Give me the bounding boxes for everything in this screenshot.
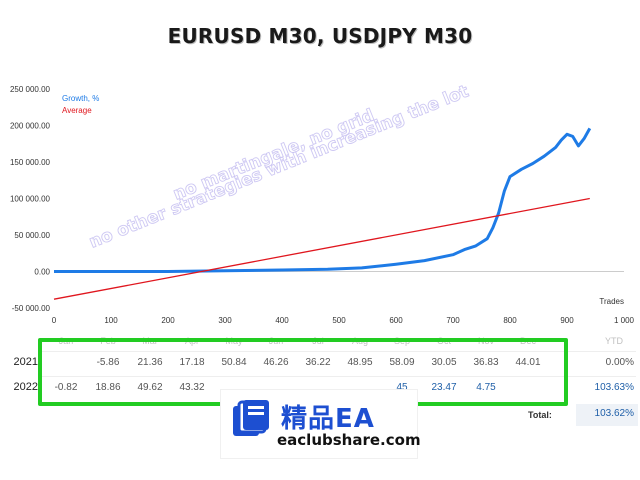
month-value-cell: 23.47 [431,382,457,393]
month-value-cell: 18.86 [95,382,121,393]
chart-series [53,127,592,300]
x-axis-label: Trades [599,297,624,306]
y-tick-label: 200 000.00 [10,122,51,131]
chart-axes: 250 000.00 200 000.00 150 000.00 100 000.00… [10,85,635,325]
chart-title: EURUSD M30, USDJPY M30 [167,24,473,48]
watermark-text: no martingale, no grid no other strategi… [86,81,472,253]
total-value: 103.62% [594,408,634,419]
total-label: Total: [528,410,552,420]
month-value-cell: 48.95 [347,357,373,368]
growth-chart: 250 000.00 200 000.00 150 000.00 100 000.00… [10,81,635,325]
x-tick-label: 1 000 [614,316,635,325]
month-value-cell: 50.84 [221,357,247,368]
month-value-cell: 49.62 [137,382,163,393]
average-series-line [53,197,590,300]
growth-series-line [54,127,592,273]
x-tick-label: 500 [332,316,346,325]
month-value-cell: 58.09 [389,357,415,368]
books-icon [233,400,269,436]
watermark-line-2: no other strategies with increasing the … [86,82,471,253]
ytd-value-cell: 0.00% [605,357,634,368]
y-tick-label: -50 000.00 [12,304,51,313]
month-value-cell: 36.83 [473,357,499,368]
logo: 精品EA eaclubshare.com [221,390,421,458]
x-tick-label: 0 [52,316,57,325]
y-tick-label: 50 000.00 [14,231,50,240]
month-value-cell: 4.75 [476,382,496,393]
year-label: 2021 [13,356,38,368]
x-tick-label: 300 [218,316,232,325]
month-value-cell: -0.82 [54,382,78,393]
legend-entry: Growth, % [62,94,99,103]
month-value-cell: 17.18 [179,357,205,368]
x-tick-label: 400 [275,316,289,325]
x-tick-label: 700 [446,316,460,325]
ytd-header: YTD [605,336,623,346]
x-tick-label: 800 [503,316,517,325]
logo-name: 精品EA [281,404,375,434]
legend-entry: Average [62,106,92,115]
row-divider [40,376,636,377]
month-value-cell: 30.05 [431,357,457,368]
y-tick-label: 150 000.00 [10,158,51,167]
x-tick-label: 200 [161,316,175,325]
x-tick-label: 600 [389,316,403,325]
month-value-cell: 45 [396,382,408,393]
chart-legend: Growth, % Average [62,94,99,115]
month-value-cell: 46.26 [263,357,289,368]
month-value-cell: -5.86 [96,357,120,368]
month-value-cell: 44.01 [515,357,541,368]
y-tick-label: 100 000.00 [10,195,51,204]
logo-url: eaclubshare.com [277,431,421,449]
y-tick-label: 250 000.00 [10,85,51,94]
total-cell-bg [576,404,638,426]
month-value-cell: 36.22 [305,357,331,368]
x-tick-label: 900 [560,316,574,325]
year-label: 2022 [13,381,38,393]
month-value-cell: 21.36 [137,357,163,368]
y-tick-label: 0.00 [34,268,50,277]
month-value-cell: 43.32 [179,382,205,393]
x-tick-label: 100 [104,316,118,325]
ytd-value-cell: 103.63% [594,382,634,393]
row-divider [40,351,636,352]
